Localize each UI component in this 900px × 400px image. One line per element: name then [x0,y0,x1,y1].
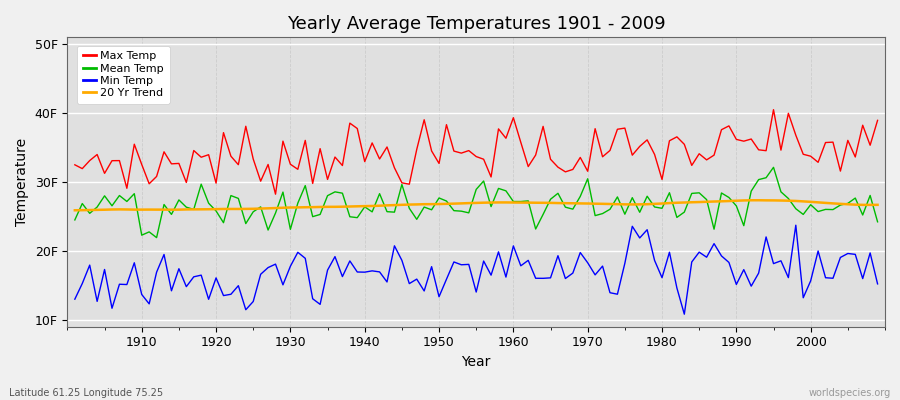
Text: Latitude 61.25 Longitude 75.25: Latitude 61.25 Longitude 75.25 [9,388,163,398]
Text: worldspecies.org: worldspecies.org [809,388,891,398]
Title: Yearly Average Temperatures 1901 - 2009: Yearly Average Temperatures 1901 - 2009 [287,15,665,33]
X-axis label: Year: Year [462,355,490,369]
Y-axis label: Temperature: Temperature [15,138,29,226]
Legend: Max Temp, Mean Temp, Min Temp, 20 Yr Trend: Max Temp, Mean Temp, Min Temp, 20 Yr Tre… [77,46,169,104]
